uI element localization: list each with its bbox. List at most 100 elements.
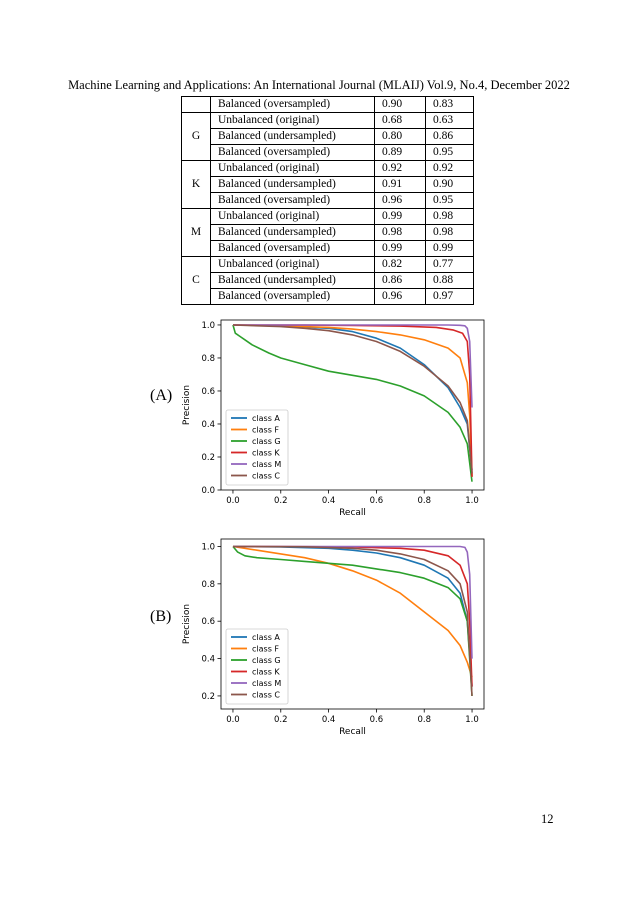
score-1-cell: 0.90 xyxy=(374,96,426,113)
series-line-class-c xyxy=(232,324,473,474)
table-row: Balanced (undersampled) 0.91 0.90 xyxy=(182,176,474,193)
class-cell: M xyxy=(181,208,211,257)
balance-cell: Balanced (oversampled) xyxy=(210,192,375,209)
legend-label: class K xyxy=(252,668,280,677)
balance-cell: Balanced (oversampled) xyxy=(210,96,375,113)
balance-cell: Balanced (oversampled) xyxy=(210,288,375,305)
y-tick-label: 1.0 xyxy=(201,321,215,331)
table-row: Balanced (oversampled) 0.89 0.95 xyxy=(182,144,474,161)
x-tick-label: 0.0 xyxy=(226,496,240,506)
balance-cell: Balanced (undersampled) xyxy=(210,176,375,193)
series-line-class-f xyxy=(232,324,473,477)
series-line-class-g xyxy=(232,545,473,696)
score-1-cell: 0.92 xyxy=(374,160,426,177)
score-2-cell: 0.88 xyxy=(425,272,474,289)
score-2-cell: 0.83 xyxy=(425,96,474,113)
table-row: G Unbalanced (original) 0.68 0.63 xyxy=(181,112,474,161)
y-axis-label: Precision xyxy=(182,385,192,425)
score-1-cell: 0.68 xyxy=(374,112,426,129)
series-line-class-c xyxy=(232,545,473,696)
series-lines xyxy=(232,324,473,482)
x-axis-label: Recall xyxy=(339,508,366,518)
score-2-cell: 0.99 xyxy=(425,240,474,257)
plot-frame xyxy=(220,319,485,491)
legend-label: class C xyxy=(252,691,280,700)
y-tick-label: 0.2 xyxy=(201,692,215,702)
table-row: Balanced (undersampled) 0.98 0.98 xyxy=(182,224,474,241)
legend-label: class M xyxy=(252,460,281,469)
x-axis-label: Recall xyxy=(339,727,366,737)
legend-label: class F xyxy=(252,426,279,435)
score-1-cell: 0.98 xyxy=(374,224,426,241)
score-2-cell: 0.92 xyxy=(425,160,474,177)
balance-cell: Balanced (undersampled) xyxy=(210,128,375,145)
y-tick-label: 0.8 xyxy=(201,580,215,590)
panel-label-b: (B) xyxy=(150,608,172,625)
y-axis-label: Precision xyxy=(182,604,192,644)
score-2-cell: 0.97 xyxy=(425,288,474,305)
score-1-cell: 0.80 xyxy=(374,128,426,145)
series-line-class-g xyxy=(232,324,473,482)
legend: class A class F class G class K class M class… xyxy=(225,628,289,705)
table-row: Balanced (oversampled) 0.90 0.83 xyxy=(181,96,474,113)
balance-cell: Balanced (oversampled) xyxy=(210,240,375,257)
score-1-cell: 0.96 xyxy=(374,288,426,305)
score-1-cell: 0.99 xyxy=(374,208,426,225)
balance-cell: Unbalanced (original) xyxy=(210,160,375,177)
score-2-cell: 0.77 xyxy=(425,256,474,273)
legend-label: class A xyxy=(252,633,280,642)
score-2-cell: 0.98 xyxy=(425,208,474,225)
score-2-cell: 0.95 xyxy=(425,192,474,209)
table-row: K Unbalanced (original) 0.92 0.92 xyxy=(181,160,474,209)
x-tick-label: 0.6 xyxy=(370,715,384,725)
score-2-cell: 0.86 xyxy=(425,128,474,145)
legend-label: class G xyxy=(252,656,281,665)
table-row: Balanced (oversampled) 0.99 0.99 xyxy=(182,240,474,257)
balance-cell: Unbalanced (original) xyxy=(210,256,375,273)
legend-label: class G xyxy=(252,437,281,446)
class-cell: C xyxy=(181,256,211,305)
x-tick-label: 1.0 xyxy=(465,715,479,725)
y-tick-label: 0.4 xyxy=(201,420,215,430)
running-header: Machine Learning and Applications: An In… xyxy=(68,78,570,92)
legend-label: class C xyxy=(252,472,280,481)
x-tick-label: 0.0 xyxy=(226,715,240,725)
x-tick-label: 0.8 xyxy=(417,715,431,725)
score-1-cell: 0.89 xyxy=(374,144,426,161)
legend-label: class F xyxy=(252,645,279,654)
pr-curve-chart-b: 0.0 0.2 0.4 0.6 0.8 1.0 0.2 0.4 0.6 0.8 1.0 Recall P… xyxy=(182,538,485,737)
class-cell: K xyxy=(181,160,211,209)
score-2-cell: 0.90 xyxy=(425,176,474,193)
x-tick-label: 0.4 xyxy=(322,496,336,506)
score-1-cell: 0.86 xyxy=(374,272,426,289)
y-tick-label: 0.6 xyxy=(201,387,215,397)
page-number: 12 xyxy=(541,812,554,826)
pr-curve-chart-a: 0.0 0.2 0.4 0.6 0.8 1.0 0.0 0.2 0.4 0.6 0.8 1.0 Reca… xyxy=(182,319,485,518)
table-row: Balanced (oversampled) 0.96 0.97 xyxy=(182,288,474,305)
results-table: Balanced (oversampled) 0.90 0.83 G Unbalance… xyxy=(181,96,474,305)
panel-label-a: (A) xyxy=(150,387,173,404)
balance-cell: Unbalanced (original) xyxy=(210,112,375,129)
class-cell xyxy=(181,96,211,113)
y-tick-label: 0.8 xyxy=(201,354,215,364)
x-tick-label: 0.4 xyxy=(322,715,336,725)
series-line-class-m xyxy=(233,545,473,659)
y-tick-label: 0.6 xyxy=(201,617,215,627)
legend-label: class A xyxy=(252,414,280,423)
table-row: M Unbalanced (original) 0.99 0.98 xyxy=(181,208,474,257)
score-2-cell: 0.63 xyxy=(425,112,474,129)
results-table-body: Balanced (oversampled) 0.90 0.83 G Unbalance… xyxy=(181,96,474,305)
balance-cell: Balanced (oversampled) xyxy=(210,144,375,161)
score-1-cell: 0.82 xyxy=(374,256,426,273)
balance-cell: Balanced (undersampled) xyxy=(210,224,375,241)
series-line-class-m xyxy=(233,324,473,408)
y-tick-label: 0.0 xyxy=(201,486,215,496)
series-line-class-a xyxy=(232,545,473,687)
legend: class A class F class G class K class M class… xyxy=(225,409,289,486)
plot-frame xyxy=(220,538,485,710)
score-1-cell: 0.91 xyxy=(374,176,426,193)
x-tick-label: 0.6 xyxy=(370,496,384,506)
table-row: Balanced (undersampled) 0.80 0.86 xyxy=(182,128,474,145)
score-1-cell: 0.99 xyxy=(374,240,426,257)
series-lines xyxy=(232,545,473,696)
